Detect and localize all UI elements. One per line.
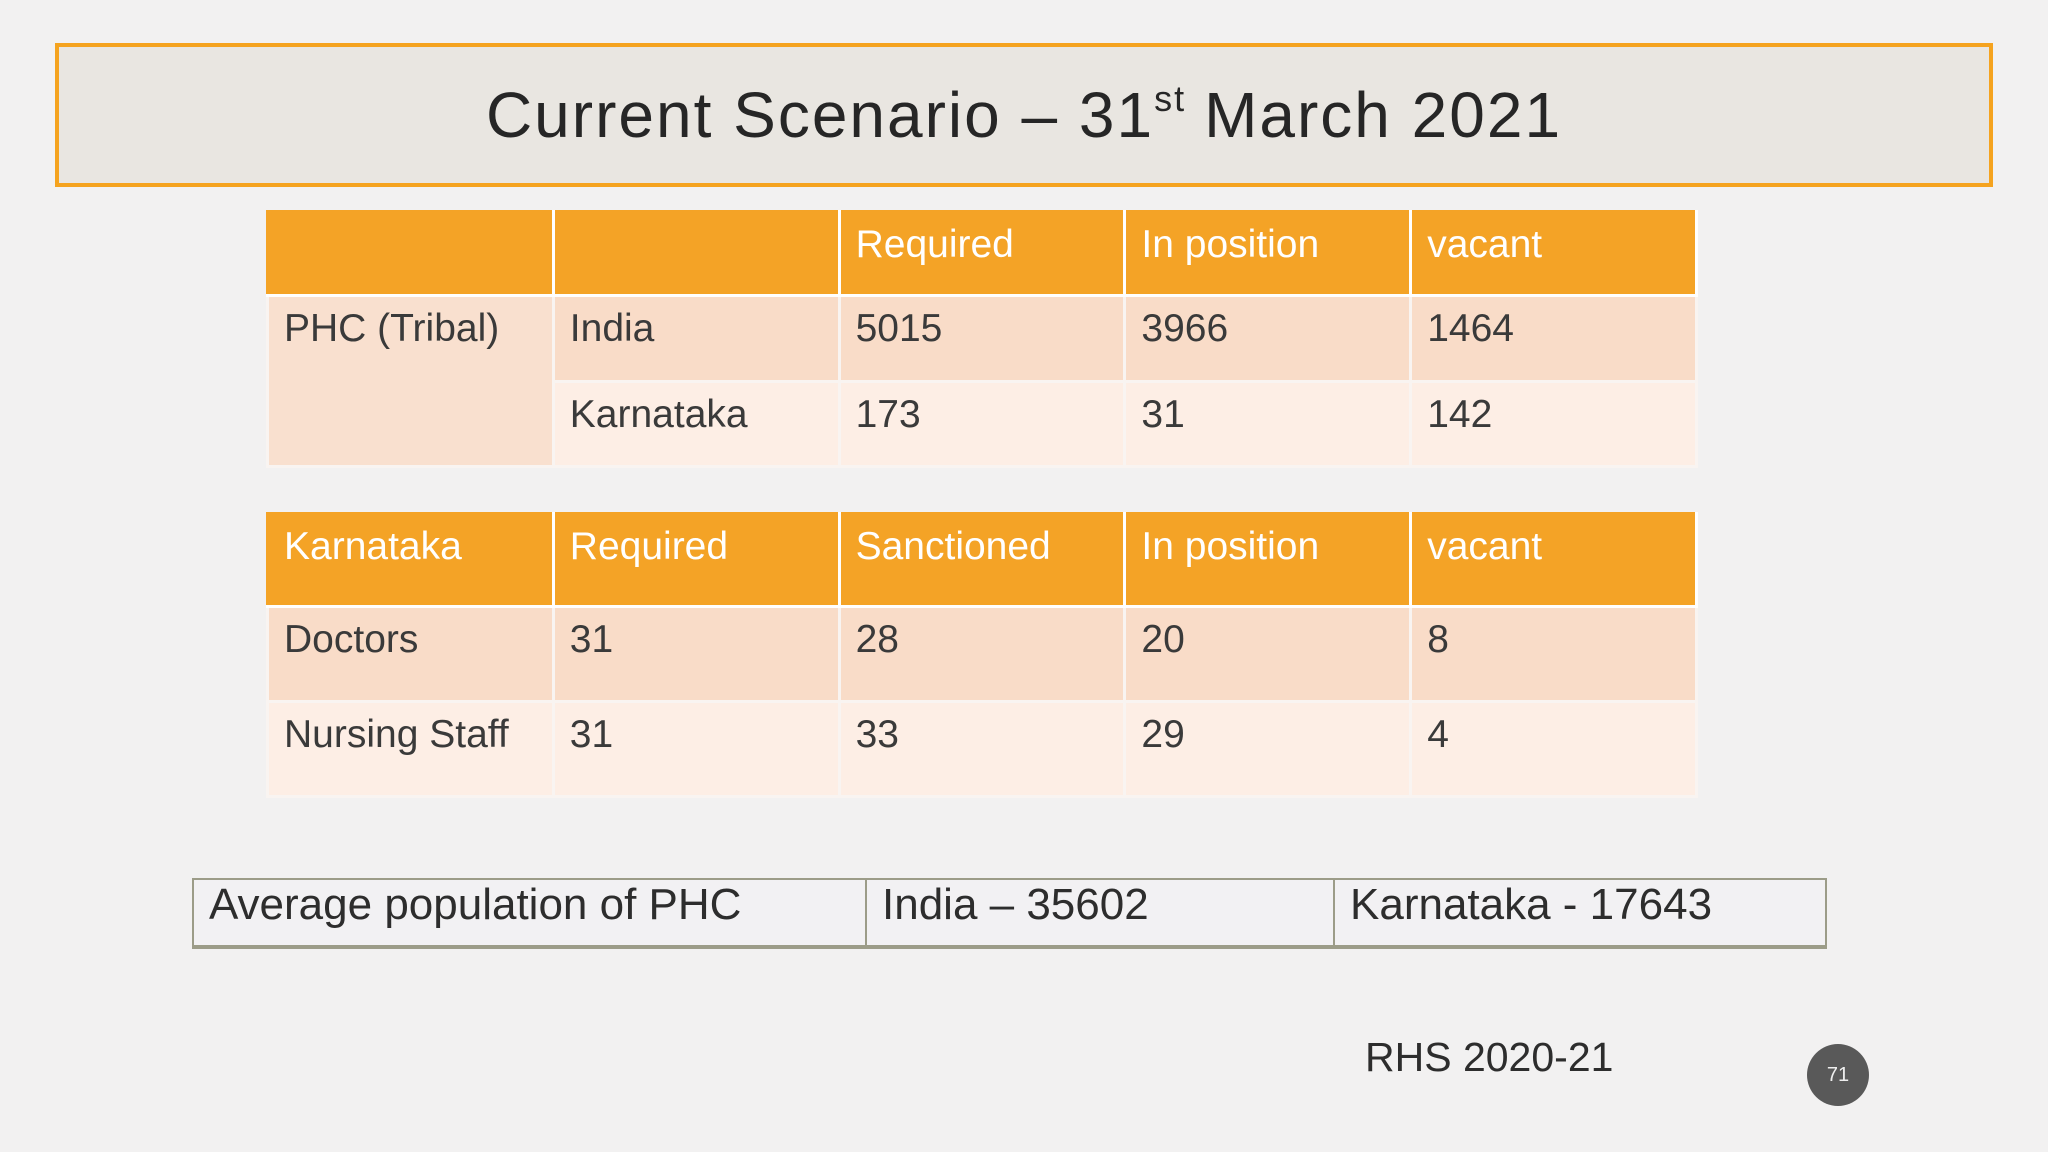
header-cell <box>266 210 555 297</box>
cell: 29 <box>1123 700 1413 798</box>
cell: Nursing Staff <box>266 700 555 798</box>
title-text: March 2021 <box>1204 79 1563 151</box>
header-row: Required In position vacant <box>266 210 1698 297</box>
header-cell: Karnataka <box>266 512 555 608</box>
table-row: Average population of PHC India – 35602 Ka… <box>192 878 1827 949</box>
header-row: Karnataka Required Sanctioned In position va… <box>266 512 1698 608</box>
cell: 5015 <box>837 294 1127 383</box>
population-table: Average population of PHC India – 35602 Ka… <box>192 878 1827 949</box>
title: Current Scenario – 31st March 2021 <box>486 78 1562 152</box>
header-cell: In position <box>1123 512 1413 608</box>
header-cell: vacant <box>1409 210 1698 297</box>
table-row: Doctors 31 28 20 8 <box>266 605 1698 703</box>
cell: 31 <box>1123 380 1413 468</box>
cell: Karnataka <box>551 380 841 468</box>
title-superscript: st <box>1154 78 1187 119</box>
cell: 31 <box>551 605 841 703</box>
title-box: Current Scenario – 31st March 2021 <box>55 43 1993 187</box>
header-cell: In position <box>1123 210 1413 297</box>
group-cell: PHC (Tribal) <box>266 294 555 468</box>
cell: 4 <box>1409 700 1698 798</box>
cell: Average population of PHC <box>192 878 867 949</box>
cell: 3966 <box>1123 294 1413 383</box>
cell: 8 <box>1409 605 1698 703</box>
cell: 20 <box>1123 605 1413 703</box>
header-cell: vacant <box>1409 512 1698 608</box>
table-row: PHC (Tribal) India 5015 3966 1464 <box>266 294 1698 468</box>
table-row: Nursing Staff 31 33 29 4 <box>266 700 1698 798</box>
cell: India – 35602 <box>865 878 1335 949</box>
header-cell <box>551 210 841 297</box>
header-cell: Required <box>837 210 1127 297</box>
cell: Karnataka - 17643 <box>1333 878 1827 949</box>
source: RHS 2020-21 <box>1365 1034 1614 1080</box>
cell: 1464 <box>1409 294 1698 383</box>
cell: 173 <box>837 380 1127 468</box>
title-text: Current Scenario – 31 <box>485 79 1155 151</box>
cell: 31 <box>551 700 841 798</box>
cell: Doctors <box>266 605 555 703</box>
cell: India <box>551 294 841 383</box>
phc-tribal-table: Required In position vacant PHC (Tribal) Ind… <box>266 210 1698 468</box>
cell: 33 <box>837 700 1127 798</box>
page-number: 71 <box>1807 1044 1869 1106</box>
table-row: Karnataka 173 31 142 <box>268 380 1698 468</box>
cell: 142 <box>1409 380 1698 468</box>
cell: 28 <box>837 605 1127 703</box>
karnataka-staff-table: Karnataka Required Sanctioned In position va… <box>266 512 1698 798</box>
header-cell: Sanctioned <box>837 512 1127 608</box>
header-cell: Required <box>551 512 841 608</box>
